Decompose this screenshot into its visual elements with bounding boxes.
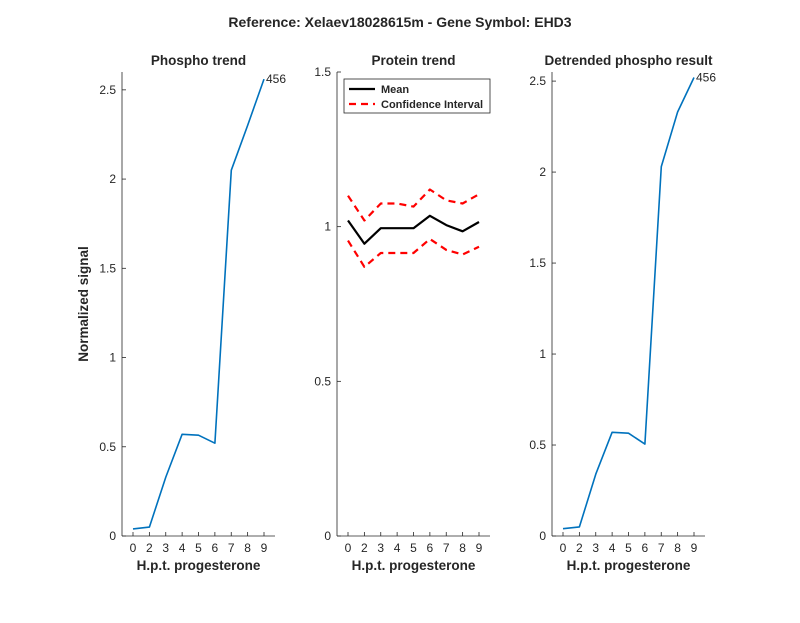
y-tick-label: 0.5	[99, 440, 116, 454]
x-axis-label: H.p.t. progesterone	[352, 558, 476, 573]
x-tick-label: 0	[130, 541, 137, 555]
x-axis-label: H.p.t. progesterone	[137, 558, 261, 573]
x-tick-label: 8	[459, 541, 466, 555]
series-line-1	[562, 77, 695, 530]
point-label: 456	[266, 72, 286, 86]
legend-label: Confidence Interval	[381, 99, 483, 111]
x-tick-label: 8	[674, 541, 681, 555]
legend-label: Mean	[381, 84, 409, 96]
y-tick-label: 1	[324, 220, 331, 234]
x-tick-label: 5	[625, 541, 632, 555]
y-tick-label: 1.5	[529, 256, 546, 270]
legend: Mean Confidence Interval	[343, 78, 491, 114]
y-tick-label: 1.5	[314, 65, 331, 79]
x-tick-label: 7	[443, 541, 450, 555]
y-tick-label: 2.5	[99, 83, 116, 97]
panel-title: Detrended phospho result	[544, 53, 713, 68]
x-tick-label: 2	[576, 541, 583, 555]
y-tick-label: 0	[324, 529, 331, 543]
y-tick-label: 2.5	[529, 74, 546, 88]
series-line-1	[132, 78, 265, 530]
point-label: 456	[696, 70, 716, 84]
legend-box	[343, 78, 491, 114]
x-tick-label: 6	[642, 541, 649, 555]
panel-title: Protein trend	[371, 53, 455, 68]
series-line-2	[347, 188, 480, 222]
x-tick-label: 4	[609, 541, 616, 555]
y-tick-label: 0	[539, 529, 546, 543]
x-tick-label: 6	[427, 541, 434, 555]
series-line-1	[347, 214, 480, 245]
x-tick-label: 8	[244, 541, 251, 555]
x-tick-label: 9	[476, 541, 483, 555]
x-tick-label: 4	[394, 541, 401, 555]
x-tick-label: 0	[560, 541, 567, 555]
x-tick-label: 0	[345, 541, 352, 555]
x-tick-label: 9	[691, 541, 698, 555]
y-tick-label: 1.5	[99, 261, 116, 275]
x-tick-label: 9	[261, 541, 268, 555]
y-tick-label: 2	[109, 172, 116, 186]
x-tick-label: 3	[377, 541, 384, 555]
y-tick-label: 1	[539, 347, 546, 361]
y-tick-label: 2	[539, 165, 546, 179]
x-tick-label: 5	[410, 541, 417, 555]
x-tick-label: 4	[179, 541, 186, 555]
y-axis-label: Normalized signal	[76, 246, 91, 362]
x-tick-label: 2	[361, 541, 368, 555]
panel-title: Phospho trend	[151, 53, 246, 68]
x-tick-label: 7	[228, 541, 235, 555]
x-tick-label: 3	[162, 541, 169, 555]
y-tick-label: 1	[109, 351, 116, 365]
x-tick-label: 7	[658, 541, 665, 555]
x-tick-label: 6	[212, 541, 219, 555]
y-tick-label: 0.5	[529, 438, 546, 452]
x-tick-label: 5	[195, 541, 202, 555]
y-tick-label: 0.5	[314, 374, 331, 388]
x-axis-label: H.p.t. progesterone	[567, 558, 691, 573]
x-tick-label: 2	[146, 541, 153, 555]
y-tick-label: 0	[109, 529, 116, 543]
series-line-3	[347, 237, 480, 268]
x-tick-label: 3	[592, 541, 599, 555]
figure-title: Reference: Xelaev18028615m - Gene Symbol…	[228, 14, 571, 30]
